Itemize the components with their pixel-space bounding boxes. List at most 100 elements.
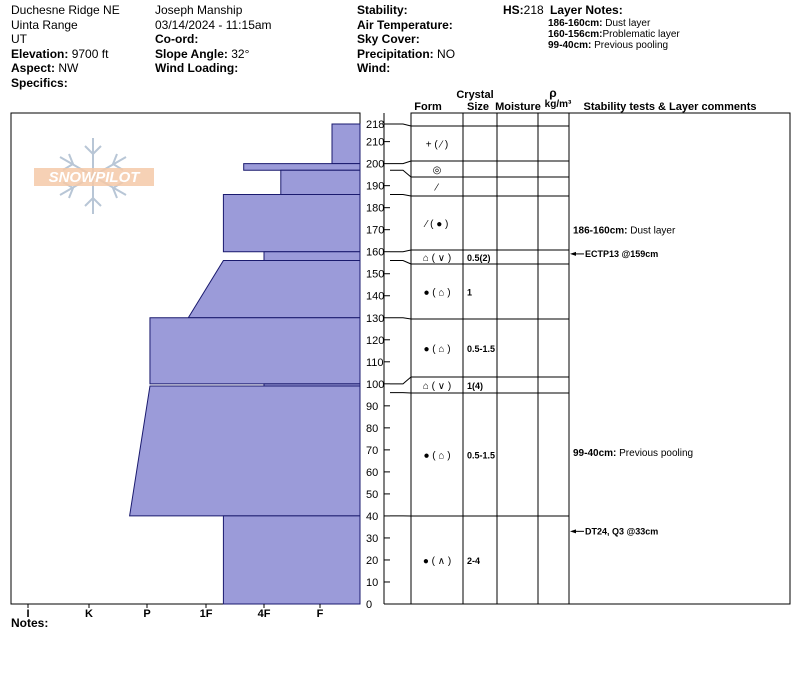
y-tick-label: 180 (366, 203, 384, 215)
crystal-form-symbol: + ( ⁄ ) (426, 140, 449, 151)
y-tick-label: 20 (366, 555, 378, 567)
hardness-layer-bar (222, 515, 361, 605)
y-tick-label: 70 (366, 445, 378, 457)
observer-name: Joseph Manship (155, 3, 243, 17)
hs-label: HS: (503, 3, 524, 17)
crystal-form-symbol: ⁄ ( ● ) (423, 219, 449, 230)
site-state: UT (11, 32, 27, 46)
sky-row: Sky Cover: (357, 32, 420, 46)
hs-value: 218 (523, 3, 544, 17)
y-tick-label: 120 (366, 335, 384, 347)
y-tick-label: 140 (366, 291, 384, 303)
y-tick-label: 200 (366, 159, 384, 171)
layer-connector (390, 376, 412, 385)
hardness-layer-bar (263, 251, 361, 262)
x-tick-label: I (26, 608, 29, 620)
crystal-form-symbol: ● ( ⌂ ) (423, 344, 450, 355)
hardness-layers (129, 123, 361, 605)
y-tick-label: 190 (366, 181, 384, 193)
hardness-layer-bar (222, 193, 361, 253)
observation-datetime: 03/14/2024 - 11:15am (155, 17, 272, 32)
crystal-form-symbol: ⁄ (433, 183, 439, 194)
site-info: Duchesne Ridge NE Uinta Range UT Elevati… (11, 3, 120, 90)
layer-connector (390, 123, 412, 127)
y-tick-label: 160 (366, 247, 384, 259)
y-tick-label: 100 (366, 379, 384, 391)
layer-notes-title: Layer Notes: (550, 3, 623, 17)
aspect-row: Aspect: NW (11, 61, 79, 75)
y-tick-label: 30 (366, 533, 378, 545)
observer-info: Joseph Manship 03/14/2024 - 11:15am Co-o… (155, 3, 272, 76)
x-tick-label: K (85, 608, 93, 620)
density-unit-header: kg/m³ (545, 99, 572, 110)
crystal-size: 1(4) (467, 381, 483, 391)
comments-header: Stability tests & Layer comments (583, 101, 756, 113)
y-tick-label: 150 (366, 269, 384, 281)
crystal-header: Crystal (456, 89, 493, 101)
hs-info: HS:218 (503, 3, 544, 18)
crystal-form-symbol: ● ( ⌂ ) (423, 288, 450, 299)
wind-row: Wind: (357, 61, 391, 75)
air-temp-row: Air Temperature: (357, 17, 453, 32)
layer-table: + ( ⁄ ) ◎ ⁄ ⁄ ( ● ) ⌂ ( ∨ ) 0.5(2) ● ( ⌂ ) 1 ● (… (390, 112, 791, 605)
notes-label: Notes: (11, 616, 49, 630)
layer-note-item: 186-160cm: Dust layer (548, 17, 651, 29)
crystal-form-symbol: ⌂ ( ∨ ) (423, 381, 451, 392)
stability-test-label: ECTP13 @159cm (585, 249, 658, 259)
x-tick-label: P (143, 608, 150, 620)
hardness-layer-bar (243, 163, 361, 171)
slope-row: Slope Angle: 32° (155, 46, 250, 61)
crystal-form-symbol: ● ( ∧ ) (423, 556, 451, 567)
x-axis: I K P 1F 4F F (26, 604, 324, 620)
y-tick-label: 80 (366, 423, 378, 435)
y-axis: 0 10 20 30 40 50 60 70 80 90 100 110 120 130 140 150 160… (366, 113, 390, 611)
site-range: Uinta Range (11, 17, 78, 32)
crystal-form-symbol: ● ( ⌂ ) (423, 451, 450, 462)
layer-connector (390, 160, 412, 165)
layer-comment: 99-40cm: Previous pooling (573, 448, 693, 459)
stability-test-label: DT24, Q3 @33cm (585, 526, 658, 536)
crystal-size: 0.5-1.5 (467, 344, 495, 354)
hardness-layer-bar (187, 260, 361, 319)
crystal-form-symbol: ⌂ ( ∨ ) (423, 253, 451, 264)
y-tick-label: 0 (366, 599, 372, 611)
hardness-layer-bar (149, 317, 361, 385)
y-tick-label: 210 (366, 137, 384, 149)
x-tick-label: F (317, 608, 324, 620)
layer-connector (390, 169, 412, 178)
logo-text: SNOWPILOT (49, 169, 142, 186)
precip-row: Precipitation: NO (357, 46, 456, 61)
y-tick-label: 50 (366, 489, 378, 501)
hardness-layer-bar (331, 123, 361, 165)
y-tick-label: 110 (366, 357, 384, 369)
y-tick-label: 170 (366, 225, 384, 237)
layer-connector (390, 317, 412, 320)
form-header: Form (414, 101, 442, 113)
moisture-header: Moisture (495, 101, 541, 113)
y-tick-label: 10 (366, 577, 378, 589)
y-tick-label: 130 (366, 313, 384, 325)
crystal-form-symbol: ◎ (433, 165, 442, 176)
stability-row: Stability: (357, 3, 408, 17)
specifics-row: Specifics: (11, 75, 68, 90)
layer-comment: 186-160cm: Dust layer (573, 226, 676, 237)
size-header: Size (467, 101, 489, 113)
y-tick-label: 60 (366, 467, 378, 479)
site-location: Duchesne Ridge NE (11, 3, 120, 17)
hardness-layer-bar (280, 169, 361, 195)
crystal-size: 2-4 (467, 556, 480, 566)
coord-row: Co-ord: (155, 32, 199, 46)
crystal-size: 0.5(2) (467, 253, 491, 263)
rho-header: ρ (549, 86, 556, 100)
hardness-layer-bar (129, 385, 361, 517)
crystal-size: 0.5-1.5 (467, 451, 495, 461)
comments-column: 186-160cm: Dust layer ECTP13 @159cm 99-40c… (570, 226, 693, 536)
wind-loading-row: Wind Loading: (155, 61, 239, 75)
layer-connector (390, 249, 412, 253)
snowpilot-logo: SNOWPILOT (34, 138, 154, 214)
x-tick-label: 1F (200, 608, 213, 620)
y-tick-label: 218 (366, 119, 384, 131)
layer-note-item: 160-156cm:Problematic layer (548, 28, 680, 40)
x-tick-label: 4F (258, 608, 271, 620)
